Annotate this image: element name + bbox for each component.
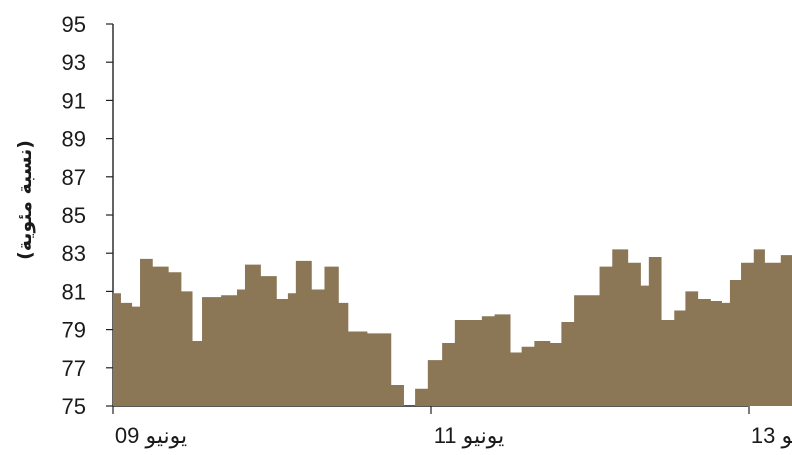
x-tick-label: يونيو 13 — [751, 423, 792, 448]
y-tick-label: 89 — [62, 127, 86, 152]
series-area-group — [113, 249, 792, 406]
y-tick-label: 91 — [62, 88, 86, 113]
y-tick-label: 77 — [62, 356, 86, 381]
y-tick-label: 81 — [62, 279, 86, 304]
x-tick-label: يونيو 09 — [115, 423, 187, 448]
y-tick-label: 75 — [62, 394, 86, 419]
x-tick-label: يونيو 11 — [434, 423, 505, 448]
y-tick-label: 93 — [62, 50, 86, 75]
y-axis: 75 77 79 81 83 85 87 89 91 93 95 — [62, 12, 114, 419]
y-tick-label: 85 — [62, 203, 86, 228]
y-tick-label: 79 — [62, 318, 86, 343]
y-tick-label: 87 — [62, 165, 86, 190]
series-area-0 — [113, 249, 792, 406]
y-tick-label: 95 — [62, 12, 86, 37]
y-axis-label: (نسبة مئوية) — [14, 140, 36, 260]
y-tick-label: 83 — [62, 241, 86, 266]
